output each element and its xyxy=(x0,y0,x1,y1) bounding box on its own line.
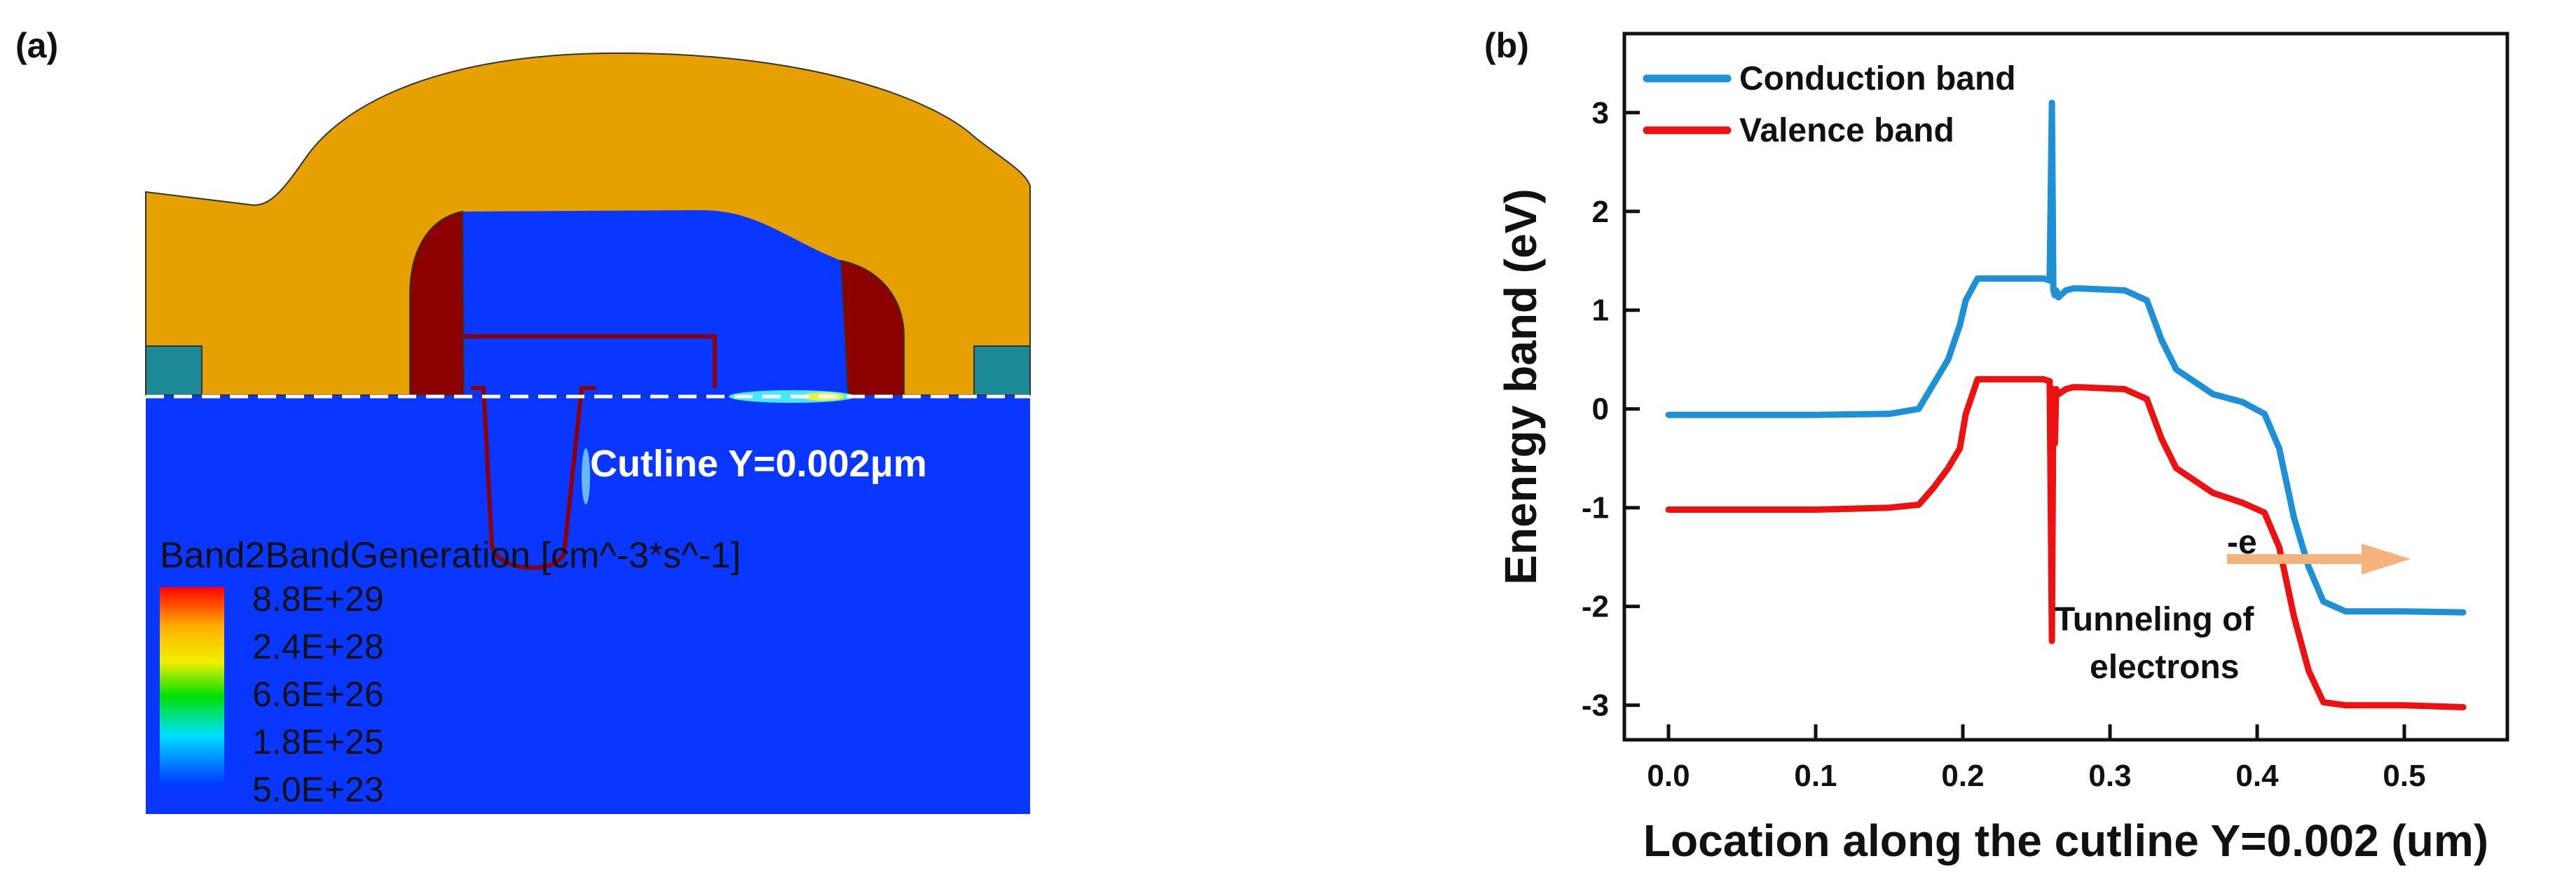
panel-b-energy-band-chart: (b) 0.0 0.1 0.2 0.3 0.4 0.5 -3 -2 -1 0 1 2 3 Conduc… xyxy=(1484,26,2509,866)
x-tick-label: 0.1 xyxy=(1794,759,1837,793)
electron-arrow-head xyxy=(2362,544,2411,574)
y-tick-label: -2 xyxy=(1582,590,1609,624)
panel-a-device-simulation: (a) Cutline Y=0.002μm xyxy=(15,26,1031,814)
isolation-block-right xyxy=(973,345,1031,396)
y-tick-label: 3 xyxy=(1592,96,1609,130)
panel-b-label: (b) xyxy=(1484,26,1529,65)
y-tick-label: -3 xyxy=(1582,689,1609,723)
left-spacer xyxy=(409,210,465,396)
colorbar-label-2: 6.6E+26 xyxy=(252,675,384,714)
isolation-block-left xyxy=(145,345,203,396)
right-spacer xyxy=(840,259,905,396)
colorbar-label-4: 5.0E+23 xyxy=(252,770,384,809)
colorbar-title: Band2BandGeneration [cm^-3*s^-1] xyxy=(160,535,741,576)
tunneling-text-line1: Tunneling of xyxy=(2055,601,2254,638)
y-tick-label: 0 xyxy=(1592,392,1609,427)
y-tick-label: 1 xyxy=(1592,294,1609,328)
series-line-conduction-band xyxy=(1665,99,2467,616)
legend-label-conduction: Conduction band xyxy=(1739,60,2016,97)
cutline-label: Cutline Y=0.002μm xyxy=(590,443,927,485)
x-tick-label: 0.2 xyxy=(1941,759,1984,793)
colorbar-label-3: 1.8E+25 xyxy=(252,722,384,761)
inner-gate-outline xyxy=(464,334,717,388)
y-axis-title: Enenrgy band (eV) xyxy=(1495,188,1546,584)
x-tick-label: 0.0 xyxy=(1647,759,1690,793)
series-line-valence-band xyxy=(1665,375,2467,710)
panel-a-label: (a) xyxy=(15,26,58,65)
x-tick-label: 0.5 xyxy=(2383,759,2425,793)
x-axis-title: Location along the cutline Y=0.002 (um) xyxy=(1643,815,2488,866)
tunneling-annotation: -e Tunneling of electrons xyxy=(2055,524,2411,686)
legend-label-valence: Valence band xyxy=(1739,112,1954,149)
series-layer xyxy=(1665,99,2467,710)
legend: Conduction band Valence band xyxy=(1643,60,2016,149)
y-ticks: -3 -2 -1 0 1 2 3 xyxy=(1582,96,1640,723)
colorbar-label-0: 8.8E+29 xyxy=(252,579,384,619)
generation-streak xyxy=(582,448,590,504)
trench-outline xyxy=(471,386,596,570)
x-ticks: 0.0 0.1 0.2 0.3 0.4 0.5 xyxy=(1647,724,2426,793)
colorbar-gradient xyxy=(160,587,224,785)
plot-frame xyxy=(1622,32,2509,742)
x-tick-label: 0.4 xyxy=(2235,759,2279,793)
colorbar-label-1: 2.4E+28 xyxy=(252,627,384,666)
tunneling-text-line2: electrons xyxy=(2090,649,2239,686)
gate-silicon-region xyxy=(463,210,848,395)
x-tick-label: 0.3 xyxy=(2088,759,2131,793)
y-tick-label: 2 xyxy=(1592,195,1609,229)
y-tick-label: -1 xyxy=(1582,491,1609,525)
